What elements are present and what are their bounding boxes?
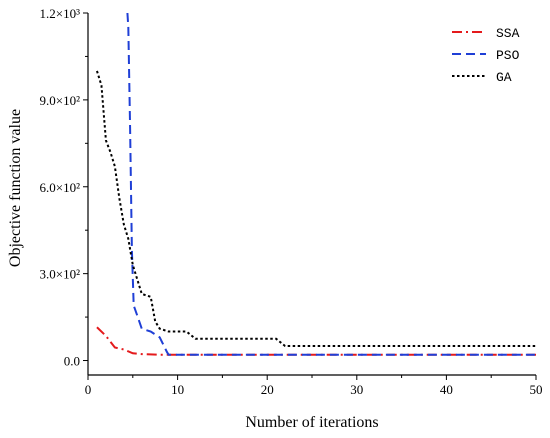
series-line-pso xyxy=(126,13,536,356)
y-tick-label: 1.2×10³ xyxy=(40,6,81,21)
y-tick-label: 3.0×10² xyxy=(40,267,81,282)
x-tick-label: 50 xyxy=(530,382,543,397)
legend-label-ga: GA xyxy=(496,70,512,85)
x-tick-label: 10 xyxy=(171,382,184,397)
x-tick-label: 0 xyxy=(85,382,92,397)
legend: SSA PSO GA xyxy=(452,26,520,85)
x-tick-label: 30 xyxy=(350,382,363,397)
x-axis-title: Number of iterations xyxy=(245,414,378,431)
series-line-ga xyxy=(96,70,536,348)
y-tick-label: 9.0×10² xyxy=(40,93,81,108)
legend-label-pso: PSO xyxy=(496,48,520,63)
x-tick-label: 20 xyxy=(261,382,274,397)
ticks: 0 10 20 30 40 50 0.0 3.0×10² 6.0×10² 9.0×10² 1.2×1… xyxy=(40,6,543,397)
series-layer xyxy=(96,13,536,356)
series-line-ssa xyxy=(96,326,536,356)
y-axis-title: Objective function value xyxy=(7,109,24,267)
x-tick-label: 40 xyxy=(440,382,453,397)
y-tick-label: 0.0 xyxy=(64,354,80,369)
y-tick-label: 6.0×10² xyxy=(40,180,81,195)
legend-label-ssa: SSA xyxy=(496,26,520,41)
